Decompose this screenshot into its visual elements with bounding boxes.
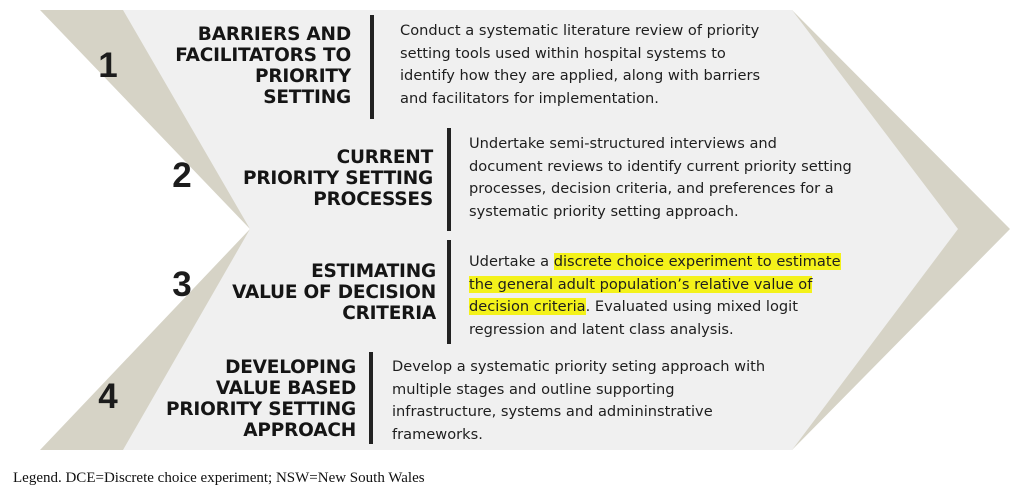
step-1-desc-line: and facilitators for implementation. bbox=[400, 89, 659, 107]
step-3-desc-line: Udertake a discrete choice experiment to… bbox=[469, 251, 841, 274]
step-4-title-line: DEVELOPING bbox=[225, 357, 356, 378]
step-2-number: 2 bbox=[172, 156, 192, 195]
step-4-title: DEVELOPING VALUE BASED PRIORITY SETTING … bbox=[140, 357, 356, 441]
step-1-title-line: FACILITATORS TO bbox=[175, 45, 351, 66]
step-3-title-line: VALUE OF DECISION bbox=[232, 282, 436, 303]
step-1-desc-line: identify how they are applied, along wit… bbox=[400, 67, 761, 84]
step-3-desc-rest: . Evaluated using mixed logit bbox=[585, 298, 798, 315]
legend-text: Legend. DCE=Discrete choice experiment; … bbox=[13, 470, 425, 486]
step-3-highlight: the general adult population’s relative … bbox=[469, 275, 813, 293]
step-3-number: 3 bbox=[172, 265, 192, 304]
step-2-divider bbox=[447, 128, 451, 231]
step-1-title-line: BARRIERS AND bbox=[197, 24, 351, 45]
step-2-title: CURRENT PRIORITY SETTING PROCESSES bbox=[220, 147, 433, 210]
step-2-description: Undertake semi-structured interviews and… bbox=[469, 133, 852, 223]
step-1-title-line: SETTING bbox=[263, 87, 351, 108]
step-1-title-line: PRIORITY bbox=[255, 66, 351, 87]
step-3-desc-line: the general adult population’s relative … bbox=[469, 274, 841, 297]
step-3-divider bbox=[447, 240, 451, 344]
step-4-divider bbox=[369, 352, 373, 444]
step-2-title-line: PRIORITY SETTING bbox=[243, 168, 433, 189]
step-3-highlight: discrete choice experiment to estimate bbox=[553, 253, 841, 270]
step-4-title-line: APPROACH bbox=[243, 420, 356, 441]
step-1-description: Conduct a systematic literature review o… bbox=[400, 20, 760, 110]
step-2-desc-line: processes, decision criteria, and prefer… bbox=[469, 180, 834, 197]
step-4-desc-line: frameworks. bbox=[392, 425, 483, 443]
step-1-desc-line: setting tools used within hospital syste… bbox=[400, 44, 726, 62]
step-4-desc-line: multiple stages and outline supporting bbox=[392, 380, 675, 398]
step-2-desc-line: Undertake semi-structured interviews and bbox=[469, 135, 777, 152]
step-2-title-line: PROCESSES bbox=[313, 189, 433, 210]
step-3-desc-prefix: Udertake a bbox=[469, 253, 554, 270]
step-3-title: ESTIMATING VALUE OF DECISION CRITERIA bbox=[200, 261, 436, 324]
step-3-desc-line: decision criteria. Evaluated using mixed… bbox=[469, 296, 841, 319]
step-2-title-line: CURRENT bbox=[336, 147, 434, 168]
step-1-title: BARRIERS AND FACILITATORS TO PRIORITY SE… bbox=[130, 24, 351, 108]
step-4-desc-line: Develop a systematic priority seting app… bbox=[392, 358, 766, 375]
step-2-desc-line: systematic priority setting approach. bbox=[469, 202, 739, 220]
step-3-desc-line: regression and latent class analysis. bbox=[469, 320, 734, 338]
step-3-highlight: decision criteria bbox=[469, 298, 586, 315]
step-1-number: 1 bbox=[98, 46, 118, 85]
step-4-title-line: PRIORITY SETTING bbox=[166, 399, 356, 420]
step-4-desc-line: infrastructure, systems and admininstrat… bbox=[392, 403, 713, 420]
step-2-desc-line: document reviews to identify current pri… bbox=[469, 157, 852, 175]
step-3-title-line: ESTIMATING bbox=[311, 261, 436, 282]
step-1-divider bbox=[370, 15, 374, 119]
step-4-title-line: VALUE BASED bbox=[215, 378, 356, 399]
step-4-number: 4 bbox=[98, 377, 118, 416]
step-3-description: Udertake a discrete choice experiment to… bbox=[469, 251, 841, 341]
inner-chevron bbox=[123, 10, 958, 450]
step-4-description: Develop a systematic priority seting app… bbox=[392, 356, 765, 446]
step-1-desc-line: Conduct a systematic literature review o… bbox=[400, 22, 760, 39]
step-3-title-line: CRITERIA bbox=[342, 303, 436, 324]
